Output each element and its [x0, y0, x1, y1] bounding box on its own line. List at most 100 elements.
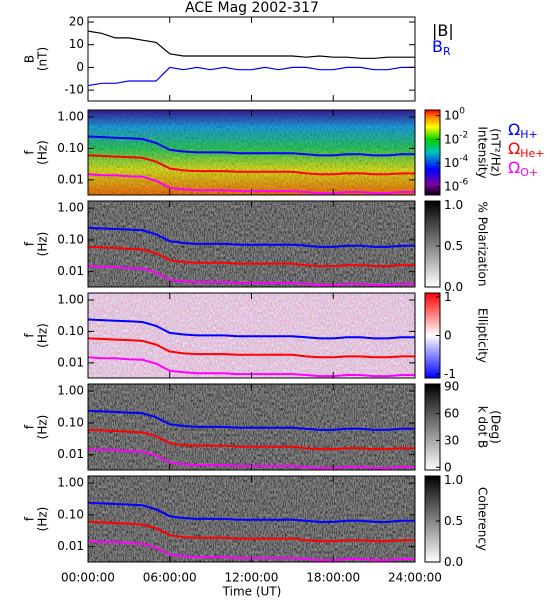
legend-entry: ΩH+	[508, 120, 538, 142]
colorbar-tick-exponent: -6	[459, 177, 468, 187]
colorbar-tick-label: 0	[444, 328, 452, 342]
y-tick-label: 1.00	[57, 293, 84, 307]
y-axis-label: (Hz)	[36, 140, 50, 165]
colorbar-tick-label: 10-2	[444, 130, 468, 146]
y-tick-label: 1.00	[57, 476, 84, 490]
y-axis-label: B	[23, 55, 37, 63]
colorbar-tick-text: 10	[444, 132, 459, 146]
chart-title: ACE Mag 2002-317	[185, 0, 319, 16]
y-tick-label: 1.00	[57, 110, 84, 124]
colorbar-tick-text: 10	[444, 179, 459, 193]
series-line	[88, 135, 415, 157]
colorbar-tick-text: 60	[444, 406, 459, 420]
plot-frame	[87, 16, 416, 102]
colorbar-tick-label: 0	[444, 460, 452, 474]
legend-subscript: O+	[520, 166, 538, 179]
legend-name: Ω	[508, 120, 520, 139]
x-tick-label: 00:00:00	[61, 571, 115, 585]
colorbar-label: k dot B	[476, 406, 490, 448]
y-tick-label: 0.01	[57, 447, 84, 461]
legend-name: |B|	[432, 21, 454, 40]
x-tick-label: 06:00:00	[143, 571, 197, 585]
series-line	[88, 520, 415, 543]
colorbar	[424, 200, 441, 288]
colorbar-tick-label: 0.0	[444, 555, 463, 569]
y-axis-label: (nT)	[36, 47, 50, 71]
y-tick-label: 0.01	[57, 172, 84, 186]
colorbar-tick-label: 0.5	[444, 514, 463, 528]
colorbar-tick-text: 0.0	[444, 280, 463, 294]
y-axis-label: (Hz)	[36, 232, 50, 257]
legend-name: Ω	[508, 139, 520, 158]
y-tick-label: 0	[76, 60, 84, 74]
y-tick-label: 0.10	[57, 232, 84, 246]
series-line	[88, 318, 415, 340]
colorbar-label: (nT²/Hz)	[489, 128, 503, 176]
y-axis-label: f	[23, 516, 37, 521]
series-line	[88, 245, 415, 268]
y-axis-label: f	[23, 150, 37, 155]
legend-name: B	[432, 37, 443, 56]
colorbar-tick-text: -1	[444, 367, 456, 381]
colorbar-tick-text: 0.0	[444, 555, 463, 569]
colorbar-tick-label: 1.0	[444, 473, 463, 487]
colorbar-tick-label: 0.5	[444, 239, 463, 253]
y-axis-label: f	[23, 424, 37, 429]
colorbar-label: Coherency	[476, 487, 490, 551]
series-line	[88, 409, 415, 431]
y-tick-label: 0.01	[57, 355, 84, 369]
colorbar-tick-text: 0.5	[444, 514, 463, 528]
colorbar-tick-exponent: 0	[459, 106, 465, 116]
legend-subscript: He+	[520, 147, 544, 160]
colorbar-tick-label: 10-6	[444, 177, 469, 193]
y-tick-label: 20	[69, 14, 84, 28]
colorbar	[424, 475, 441, 563]
colorbar-tick-text: 1.0	[444, 198, 463, 212]
legend-entry: BR	[432, 37, 451, 59]
colorbar-tick-label: 1	[444, 289, 452, 303]
y-tick-label: 0.10	[57, 507, 84, 521]
colorbar-tick-text: 1	[444, 289, 452, 303]
x-tick-label: 18:00:00	[306, 571, 360, 585]
legend-entry: ΩO+	[508, 158, 538, 180]
series-line	[88, 428, 415, 451]
series-line	[88, 30, 415, 59]
colorbar-tick-text: 30	[444, 433, 459, 447]
legend-subscript: H+	[520, 128, 538, 141]
colorbar-tick-text: 90	[444, 379, 459, 393]
series-line	[88, 226, 415, 248]
colorbar-tick-label: 100	[444, 106, 465, 122]
y-tick-label: 0.10	[57, 141, 84, 155]
colorbar-tick-label: -1	[444, 367, 456, 381]
series-line	[88, 154, 415, 176]
colorbar	[424, 109, 441, 196]
colorbar-tick-exponent: -4	[459, 154, 468, 164]
colorbar-tick-text: 10	[444, 156, 459, 170]
y-tick-label: 0.10	[57, 324, 84, 338]
series-line	[88, 337, 415, 359]
colorbar-tick-label: 0.0	[444, 280, 463, 294]
colorbar	[424, 383, 441, 471]
colorbar-label: Intensity	[476, 126, 490, 178]
colorbar-tick-text: 0	[444, 328, 452, 342]
legend-entry: |B|	[432, 21, 454, 40]
y-tick-label: 0.01	[57, 539, 84, 553]
y-axis-label: f	[23, 241, 37, 246]
x-tick-label: 12:00:00	[225, 571, 279, 585]
series-line	[88, 501, 415, 523]
series-line	[88, 66, 415, 87]
y-tick-label: 10	[69, 37, 84, 51]
colorbar-tick-exponent: -2	[459, 130, 468, 140]
colorbar-label: Ellipticity	[476, 308, 490, 363]
colorbar-tick-text: 1.0	[444, 473, 463, 487]
legend-name: Ω	[508, 158, 520, 177]
y-axis-label: (Hz)	[36, 415, 50, 440]
colorbar-label: (Deg)	[489, 410, 503, 444]
colorbar-tick-label: 30	[444, 433, 459, 447]
y-tick-label: 1.00	[57, 384, 84, 398]
colorbar-tick-text: 0.5	[444, 239, 463, 253]
y-axis-label: (Hz)	[36, 507, 50, 532]
legend-entry: ΩHe+	[508, 139, 545, 161]
colorbar-tick-label: 10-4	[444, 154, 469, 170]
